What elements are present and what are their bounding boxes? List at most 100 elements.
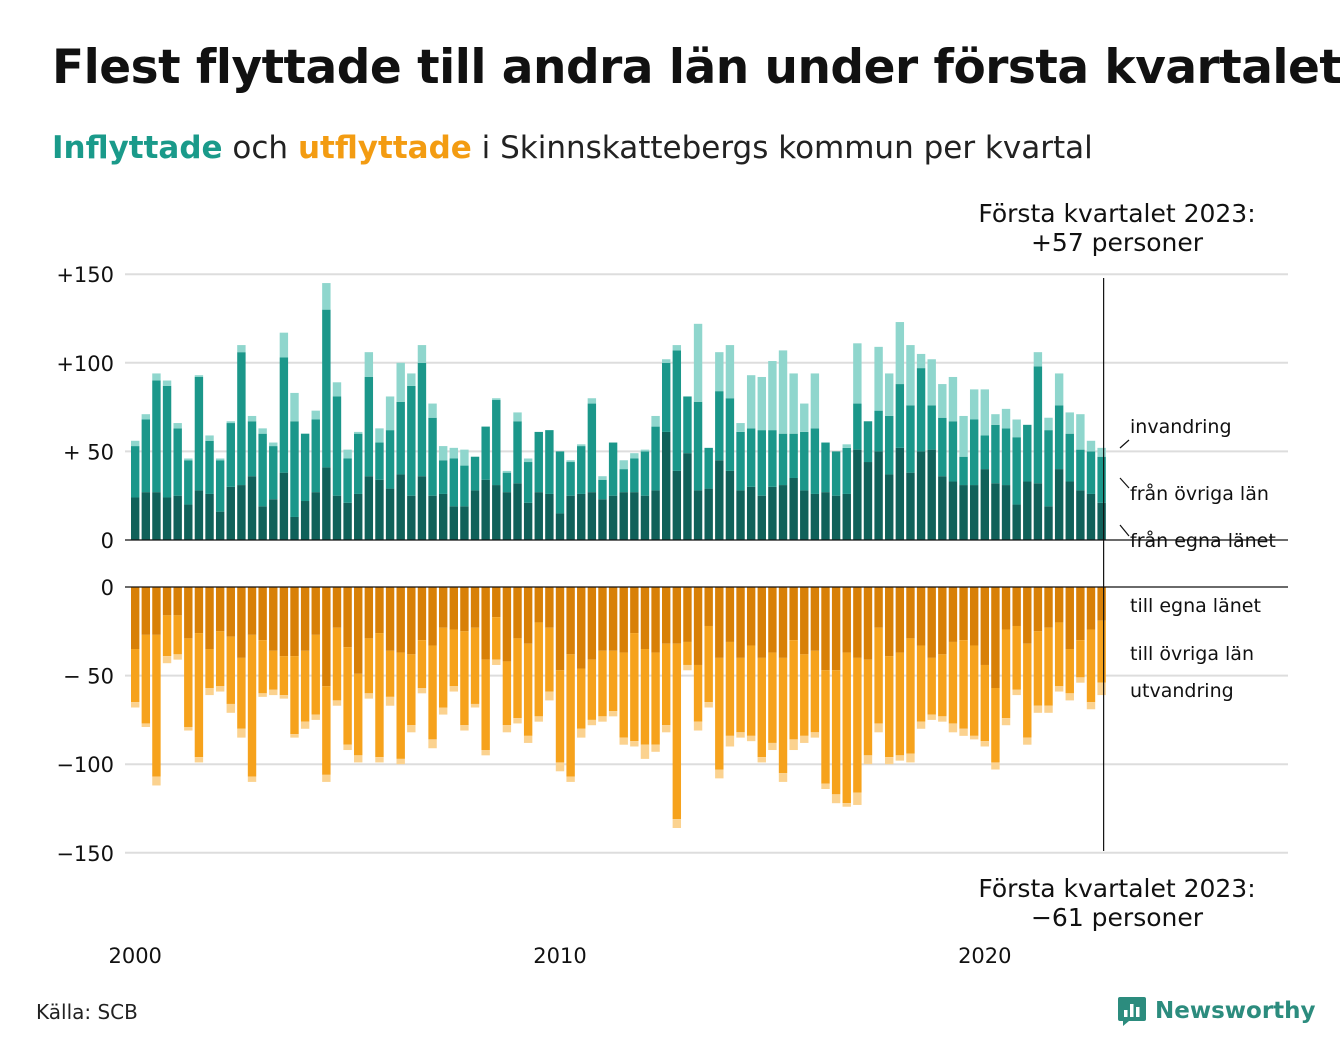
- bar-out-other-county: [885, 656, 894, 758]
- bar-in-immigration: [959, 415, 968, 457]
- bar-out-emigration: [481, 750, 490, 756]
- bar-out-own-county: [226, 587, 235, 637]
- bar-in-immigration: [428, 403, 437, 418]
- bar-out-emigration: [1086, 702, 1096, 710]
- bar-out-emigration: [545, 691, 554, 701]
- bar-in-other-county: [449, 458, 458, 507]
- bar-out-other-county: [800, 654, 809, 736]
- bar-out-other-county: [279, 656, 289, 696]
- bar-in-immigration: [725, 345, 735, 399]
- bar-out-other-county: [991, 688, 1000, 763]
- bar-out-emigration: [651, 744, 660, 752]
- bar-out-own-county: [789, 587, 798, 641]
- bar-in-own-county: [354, 493, 363, 540]
- bar-out-emigration: [555, 762, 565, 772]
- source-note: Källa: SCB: [36, 1000, 138, 1024]
- bar-in-immigration: [1065, 412, 1074, 434]
- bar-out-other-county: [173, 615, 182, 655]
- bar-in-other-county: [577, 446, 586, 494]
- bar-out-emigration: [1076, 677, 1085, 683]
- y-tick-label-bottom: − 50: [63, 665, 114, 689]
- bar-in-other-county: [417, 362, 427, 477]
- bar-in-immigration: [927, 359, 936, 406]
- bar-out-own-county: [131, 587, 140, 650]
- bar-out-own-county: [980, 587, 989, 665]
- bar-out-own-county: [396, 587, 405, 653]
- bar-out-emigration: [385, 696, 395, 706]
- bar-out-other-county: [704, 625, 713, 703]
- brand-logo: Newsworthy: [1117, 995, 1316, 1027]
- bar-in-own-county: [885, 474, 894, 540]
- bar-in-own-county: [300, 501, 310, 540]
- bar-out-own-county: [810, 587, 820, 651]
- bar-out-other-county: [810, 650, 820, 733]
- bar-out-own-county: [523, 587, 533, 644]
- bar-in-immigration: [789, 373, 798, 434]
- bar-in-immigration: [417, 345, 427, 363]
- bar-out-own-county: [842, 587, 851, 653]
- bar-in-other-county: [215, 460, 225, 512]
- bar-out-emigration: [948, 723, 958, 733]
- bar-out-own-county: [534, 587, 543, 623]
- bar-in-other-county: [258, 433, 267, 507]
- bar-out-other-county: [194, 633, 204, 758]
- bar-out-other-county: [184, 638, 193, 727]
- bar-in-immigration: [1044, 417, 1053, 431]
- bar-out-other-county: [269, 650, 278, 690]
- bar-out-own-county: [704, 587, 713, 626]
- bar-in-other-county: [938, 417, 947, 477]
- bar-out-own-county: [1076, 587, 1085, 641]
- bar-in-own-county: [853, 449, 862, 540]
- bar-in-own-county: [789, 477, 798, 540]
- bar-in-other-county: [662, 362, 671, 432]
- bar-in-other-county: [184, 460, 193, 505]
- bar-in-own-county: [545, 493, 554, 540]
- bar-out-emigration: [343, 744, 352, 751]
- bar-in-immigration: [396, 362, 405, 402]
- bar-in-immigration: [438, 446, 448, 461]
- bar-out-other-county: [1065, 649, 1074, 694]
- bar-in-other-county: [481, 426, 490, 480]
- bar-in-own-county: [1033, 483, 1043, 540]
- bar-in-other-county: [385, 430, 395, 489]
- bar-out-own-county: [683, 587, 692, 642]
- bar-out-other-county: [449, 629, 458, 687]
- bar-in-immigration: [672, 345, 682, 351]
- bar-in-own-county: [173, 495, 182, 540]
- bar-out-other-county: [555, 670, 565, 763]
- bar-out-own-county: [577, 587, 586, 669]
- bar-out-other-county: [863, 659, 873, 756]
- bar-in-immigration: [662, 359, 671, 363]
- bar-out-emigration: [757, 757, 766, 763]
- bar-out-other-county: [131, 649, 140, 703]
- bar-out-own-county: [343, 587, 352, 648]
- bar-out-other-county: [492, 617, 501, 660]
- bar-out-emigration: [269, 689, 278, 696]
- bar-out-own-county: [237, 587, 246, 658]
- bar-out-own-county: [746, 587, 756, 646]
- bar-in-own-county: [693, 490, 703, 540]
- bar-out-emigration: [821, 783, 830, 790]
- bar-out-other-county: [322, 686, 331, 775]
- bar-in-other-county: [269, 446, 278, 500]
- bar-out-other-county: [385, 650, 395, 697]
- bar-out-emigration: [778, 773, 788, 782]
- subtitle-mid: och: [222, 130, 298, 166]
- bar-out-own-county: [555, 587, 565, 671]
- bar-in-immigration: [141, 414, 151, 420]
- bar-out-emigration: [438, 707, 448, 715]
- bar-in-other-county: [470, 456, 480, 491]
- bar-out-other-county: [332, 627, 342, 701]
- bar-in-immigration: [906, 345, 915, 406]
- bar-out-other-county: [662, 643, 671, 726]
- bar-in-own-county: [513, 483, 522, 540]
- bar-out-own-county: [587, 587, 597, 660]
- bar-in-immigration: [1033, 352, 1043, 367]
- bar-out-own-county: [768, 587, 777, 653]
- bar-in-own-county: [311, 492, 320, 540]
- bar-in-immigration: [375, 428, 384, 443]
- bar-out-other-county: [1023, 643, 1032, 738]
- bar-out-own-county: [460, 587, 469, 632]
- bar-out-other-county: [842, 652, 851, 804]
- bar-in-other-county: [1076, 449, 1085, 491]
